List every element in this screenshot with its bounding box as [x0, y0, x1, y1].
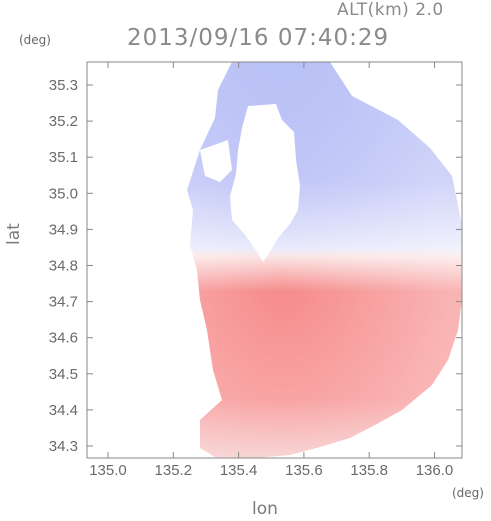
y-tick-label: 35.0 [49, 185, 78, 202]
y-tick-label: 34.4 [49, 402, 78, 419]
y-tick-label: 34.7 [49, 294, 78, 311]
x-tick-label: 135.4 [220, 462, 258, 479]
x-axis-unit: (deg) [452, 486, 484, 500]
y-tick-label: 34.3 [49, 438, 78, 455]
plot-frame [86, 61, 463, 459]
x-tick-group: 135.0 135.2 135.4 135.6 135.8 136.0 [89, 62, 453, 479]
y-tick-label: 34.8 [49, 258, 78, 275]
x-tick-label: 135.6 [285, 462, 323, 479]
timestamp-title: 2013/09/16 07:40:29 [127, 25, 390, 51]
x-tick-label: 135.8 [350, 462, 388, 479]
blank-gap-left [200, 140, 232, 182]
x-tick-label: 135.2 [155, 462, 193, 479]
echo-shading [187, 62, 462, 458]
y-tick-group: 35.3 35.2 35.1 35.0 34.9 34.8 34.7 34.6 34.5 34.4… [49, 77, 462, 455]
blank-gap [230, 104, 300, 262]
y-tick-label: 35.3 [49, 77, 78, 94]
x-tick-label: 136.0 [416, 462, 454, 479]
x-axis-label: lon [252, 499, 278, 519]
altitude-label: ALT(km) 2.0 [337, 0, 444, 20]
y-tick-label: 35.2 [49, 113, 78, 130]
velocity-field [187, 62, 462, 458]
y-axis-unit: (deg) [19, 33, 51, 47]
x-tick-label: 135.0 [89, 462, 127, 479]
y-tick-label: 34.9 [49, 221, 78, 238]
y-tick-label: 34.5 [49, 366, 78, 383]
y-tick-label: 35.1 [49, 149, 78, 166]
y-tick-label: 34.6 [49, 330, 78, 347]
